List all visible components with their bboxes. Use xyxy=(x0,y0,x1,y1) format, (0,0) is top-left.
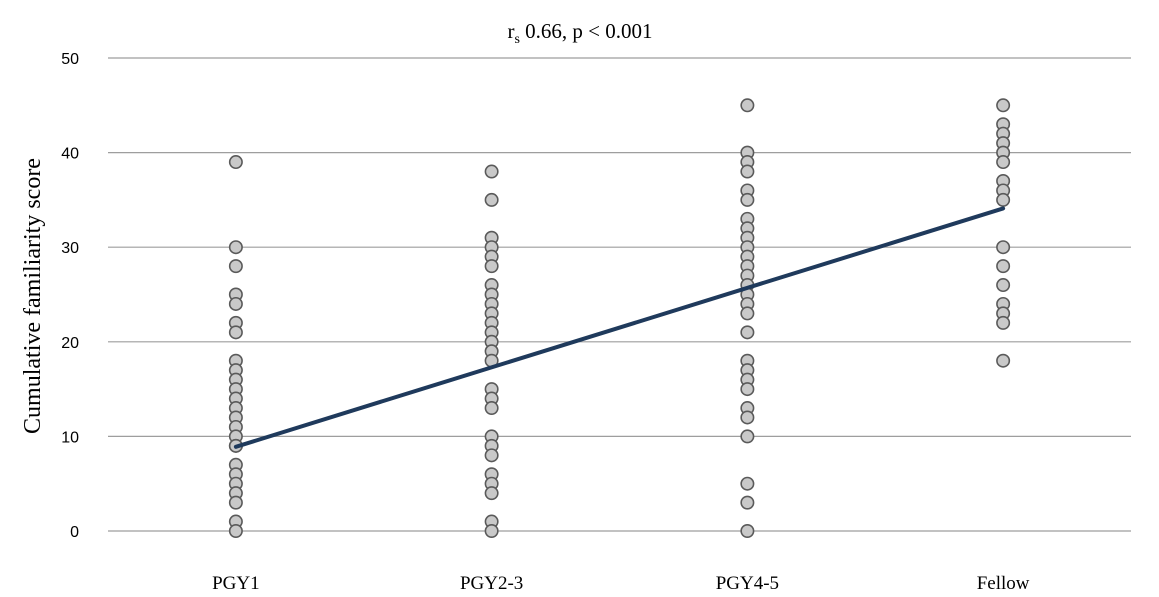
data-point-pgy2-3 xyxy=(484,192,499,207)
data-point-pgy2-3 xyxy=(484,259,499,274)
data-point-fellow xyxy=(996,315,1011,330)
data-point-pgy1 xyxy=(228,325,243,340)
data-point-fellow xyxy=(996,278,1011,293)
data-point-pgy4-5 xyxy=(740,410,755,425)
data-point-pgy4-5 xyxy=(740,192,755,207)
data-point-pgy4-5 xyxy=(740,523,755,538)
data-point-fellow xyxy=(996,353,1011,368)
x-tick-label-pgy2-3: PGY2-3 xyxy=(460,573,523,594)
y-tick-label-10: 10 xyxy=(61,429,79,446)
data-point-pgy2-3 xyxy=(484,401,499,416)
data-point-pgy1 xyxy=(228,240,243,255)
data-point-pgy4-5 xyxy=(740,476,755,491)
data-point-pgy2-3 xyxy=(484,523,499,538)
y-tick-label-20: 20 xyxy=(61,335,79,352)
data-point-fellow xyxy=(996,192,1011,207)
data-point-pgy1 xyxy=(228,155,243,170)
chart-title-rest: 0.66, p < 0.001 xyxy=(520,19,653,43)
chart-title-subscript: s xyxy=(514,32,519,47)
data-point-pgy1 xyxy=(228,259,243,274)
data-point-fellow xyxy=(996,259,1011,274)
y-tick-labels: 0 10 20 30 40 50 xyxy=(61,51,79,541)
data-point-pgy1 xyxy=(228,296,243,311)
data-point-pgy1 xyxy=(228,495,243,510)
x-tick-label-pgy4-5: PGY4-5 xyxy=(716,573,779,594)
y-tick-label-50: 50 xyxy=(61,51,79,68)
data-point-pgy2-3 xyxy=(484,448,499,463)
gridlines xyxy=(108,57,1131,532)
x-tick-label-fellow: Fellow xyxy=(977,573,1030,594)
data-point-pgy4-5 xyxy=(740,98,755,113)
data-point-pgy2-3 xyxy=(484,164,499,179)
data-point-pgy2-3 xyxy=(484,486,499,501)
data-point-fellow xyxy=(996,98,1011,113)
x-tick-labels: PGY1 PGY2-3 PGY4-5 Fellow xyxy=(212,573,1030,594)
trend-line xyxy=(233,206,1006,449)
y-tick-label-0: 0 xyxy=(70,524,79,541)
y-axis-label: Cumulative familiarity score xyxy=(20,158,46,434)
data-point-pgy4-5 xyxy=(740,495,755,510)
data-point-pgy4-5 xyxy=(740,164,755,179)
y-tick-label-30: 30 xyxy=(61,240,79,257)
chart-title-r: r xyxy=(507,19,514,43)
chart-title: rs 0.66, p < 0.001 xyxy=(507,19,652,47)
data-point-fellow xyxy=(996,240,1011,255)
data-point-fellow xyxy=(996,155,1011,170)
x-tick-label-pgy1: PGY1 xyxy=(212,573,260,594)
data-points xyxy=(228,98,1011,538)
y-tick-label-40: 40 xyxy=(61,146,79,163)
data-point-pgy4-5 xyxy=(740,325,755,340)
data-point-pgy4-5 xyxy=(740,306,755,321)
data-point-pgy4-5 xyxy=(740,429,755,444)
trend-line-group xyxy=(233,206,1006,449)
data-point-pgy4-5 xyxy=(740,382,755,397)
data-point-pgy1 xyxy=(228,523,243,538)
